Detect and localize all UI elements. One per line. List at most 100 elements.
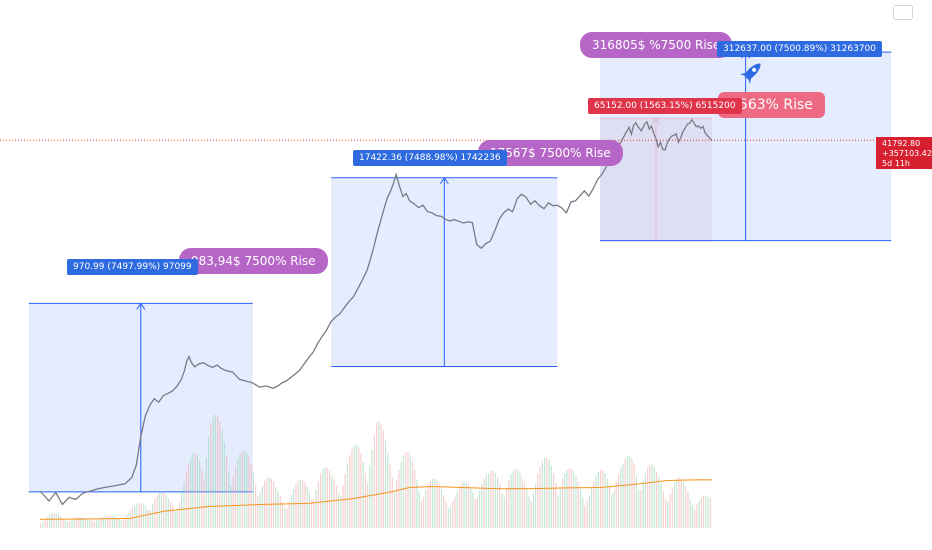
volume-bar [53, 512, 55, 528]
volume-bar [248, 456, 250, 528]
volume-bar [270, 478, 272, 528]
volume-bar [122, 519, 125, 528]
volume-bar [304, 482, 306, 528]
volume-bar [367, 483, 369, 528]
volume-bar [414, 470, 416, 528]
volume-bar [290, 494, 293, 528]
volume-bar [416, 480, 418, 528]
volume-bar [69, 521, 71, 528]
volume-bar [353, 445, 355, 528]
volume-bar [629, 455, 631, 528]
volume-bar [187, 464, 190, 528]
volume-bar [73, 518, 75, 528]
volume-bar [427, 484, 429, 528]
volume-bar [664, 499, 667, 528]
volume-bar [371, 450, 373, 528]
volume-bar [349, 455, 351, 528]
volume-bar [201, 469, 203, 528]
volume-bar [378, 420, 380, 528]
volume-bar [552, 473, 555, 528]
volume-bar [246, 452, 248, 528]
volume-bar [326, 467, 328, 528]
volume-bar [606, 478, 608, 528]
volume-bar [196, 455, 198, 528]
volume-bar [707, 496, 709, 528]
volume-bar [284, 508, 286, 528]
volume-bar [40, 523, 42, 528]
volume-bar [192, 453, 194, 528]
volume-bar [127, 513, 129, 528]
volume-bar [169, 501, 172, 528]
volume-bar [631, 458, 633, 528]
volume-bar [561, 478, 564, 528]
volume-bar [454, 497, 456, 528]
volume-bar [57, 514, 60, 528]
volume-bar [588, 495, 590, 528]
volume-bar [418, 490, 420, 528]
volume-bar [539, 466, 541, 528]
volume-bar [181, 492, 183, 528]
volume-bar [84, 518, 86, 528]
volume-bar [673, 482, 676, 528]
volume-bar [194, 452, 196, 528]
volume-bar [237, 458, 239, 528]
volume-bar [461, 483, 463, 528]
volume-bar [662, 490, 664, 528]
volume-bar [700, 497, 702, 528]
volume-bar [232, 477, 234, 528]
volume-bar [696, 504, 698, 528]
volume-bar [523, 482, 526, 528]
volume-bar [281, 502, 284, 528]
volume-bar [633, 464, 635, 528]
volume-bar [152, 503, 154, 528]
volume-bar [440, 489, 443, 528]
moving-average-line [39, 479, 713, 520]
volume-bar [120, 520, 122, 528]
volume-bar [163, 492, 165, 528]
volume-bar [678, 477, 680, 528]
volume-bar [501, 493, 503, 528]
volume-bar [449, 506, 452, 528]
volume-bar [530, 501, 532, 528]
volume-bar [44, 519, 46, 528]
volume-bar [691, 505, 694, 528]
measure-arrowhead-1 [136, 302, 146, 310]
measure-label-2: 17422.36 (7488.98%) 1742236 [353, 150, 507, 166]
volume-bar [147, 510, 149, 528]
volume-bar [199, 460, 201, 528]
volume-bar [176, 511, 178, 528]
volume-bar [317, 481, 319, 528]
volume-bar [107, 516, 109, 528]
volume-bar [42, 521, 44, 528]
volume-bar [384, 440, 387, 528]
measure-label-1: 970.99 (7497.99%) 97099 [67, 259, 198, 275]
volume-bar [488, 473, 490, 528]
volume-bar [467, 483, 470, 528]
volume-bar [342, 484, 344, 528]
volume-bar [214, 414, 216, 528]
volume-bar [687, 492, 689, 528]
volume-bar [190, 457, 192, 528]
volume-bar [324, 467, 326, 528]
panel-toggle-button[interactable] [893, 5, 913, 20]
volume-bar [622, 463, 624, 528]
volume-bar [519, 473, 521, 528]
measure-arrowhead-2 [439, 176, 449, 185]
volume-bar [570, 468, 573, 528]
measure-label-4: 312637.00 (7500.89%) 31263700 [717, 41, 882, 57]
volume-bar [474, 499, 476, 528]
volume-bar [671, 487, 673, 528]
volume-bar [328, 470, 331, 528]
price-line [39, 118, 713, 506]
volume-bar [210, 424, 212, 528]
volume-bar [293, 489, 295, 528]
volume-bar [255, 484, 257, 528]
volume-bar [82, 517, 84, 528]
volume-bar [635, 476, 638, 528]
volume-bar [116, 517, 118, 528]
volume-bar [564, 473, 566, 528]
volume-bar [640, 489, 642, 528]
volume-bar [230, 486, 232, 528]
volume-bar [145, 506, 147, 528]
volume-bar [208, 436, 210, 528]
